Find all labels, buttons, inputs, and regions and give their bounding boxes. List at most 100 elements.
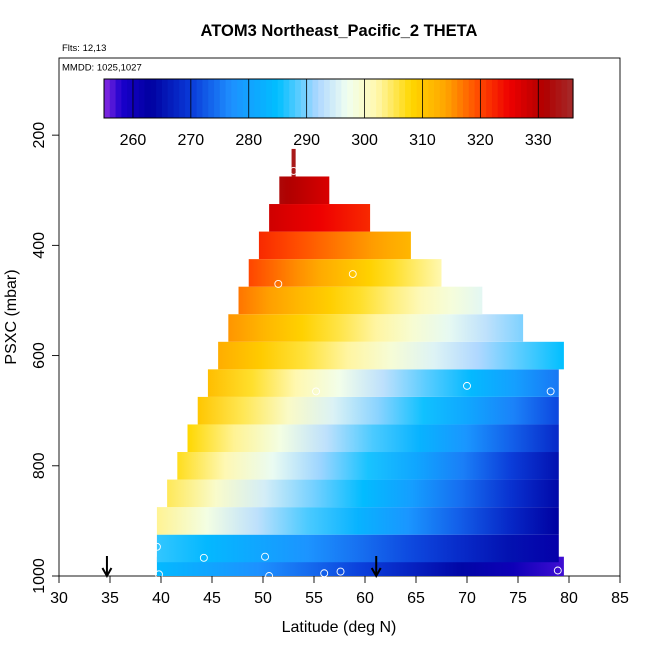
colorbar-cell <box>364 79 371 118</box>
colorbar-cell <box>260 79 267 118</box>
colorbar-cell <box>196 79 204 118</box>
data-point <box>320 569 329 578</box>
y-tick-label: 200 <box>31 122 48 149</box>
x-axis-label: Latitude (deg N) <box>282 619 397 636</box>
heatmap-row <box>238 286 483 315</box>
heatmap-row <box>197 396 559 425</box>
data-point <box>312 387 320 396</box>
x-tick-label: 55 <box>305 590 323 607</box>
data-point <box>348 270 357 278</box>
colorbar-cell <box>237 79 244 118</box>
y-axis: 200 400 600 800 1000 <box>31 122 59 594</box>
colorbar-cell <box>387 79 395 118</box>
colorbar-cell <box>497 79 505 118</box>
down-arrow-icon <box>370 556 382 579</box>
colorbar-tick-label: 330 <box>525 132 552 149</box>
data-point <box>152 542 161 551</box>
colorbar-tick-label: 320 <box>467 132 494 149</box>
colorbar-cell <box>486 79 493 118</box>
colorbar-cell <box>439 79 447 118</box>
colorbar-cell <box>532 79 539 118</box>
colorbar-cell <box>515 79 522 118</box>
heatmap-row <box>228 314 524 342</box>
colorbar-cell <box>416 79 424 118</box>
colorbar-cell <box>324 79 331 118</box>
colorbar-cell <box>248 79 256 118</box>
colorbar-cell <box>393 79 400 118</box>
colorbar-cell <box>405 79 412 118</box>
colorbar-cell <box>144 79 151 118</box>
heatmap-row <box>218 341 564 370</box>
colorbar-cell <box>561 79 568 118</box>
heatmap-row <box>207 369 559 397</box>
data-point <box>265 572 274 580</box>
colorbar-cell <box>121 79 128 118</box>
colorbar-cell <box>109 79 117 118</box>
colorbar-cell <box>480 79 487 118</box>
data-point <box>553 566 562 575</box>
colorbar-cell <box>526 79 534 118</box>
colorbar-cell <box>318 79 325 118</box>
colorbar-cell <box>190 79 198 118</box>
y-axis-label: PSXC (mbar) <box>3 269 20 364</box>
x-tick-label: 75 <box>509 590 527 607</box>
colorbar-cell <box>161 79 169 118</box>
x-tick-label: 70 <box>458 590 476 607</box>
chart-title: ATOM3 Northeast_Pacific_2 THETA <box>201 22 478 40</box>
colorbar-cell <box>289 79 296 118</box>
colorbar-cell <box>503 79 510 118</box>
colorbar-cell <box>219 79 227 118</box>
colorbar-cell <box>428 79 435 118</box>
colorbar-cell <box>127 79 134 118</box>
heatmap-rows <box>156 148 564 576</box>
colorbar-cell <box>283 79 290 118</box>
colorbar-cell <box>347 79 354 118</box>
x-tick-label: 30 <box>50 590 68 607</box>
colorbar-cell <box>185 79 192 118</box>
colorbar-cell <box>312 79 319 118</box>
colorbar-cell <box>381 79 389 118</box>
colorbar-cell <box>300 79 308 118</box>
data-point <box>261 552 269 561</box>
colorbar-cell <box>352 79 360 118</box>
x-tick-label: 60 <box>356 590 374 607</box>
colorbar-cell <box>544 79 551 118</box>
colorbar-tick-label: 290 <box>293 132 320 149</box>
colorbar-cell <box>277 79 285 118</box>
colorbar-cell <box>434 79 441 118</box>
colorbar-cell <box>341 79 348 118</box>
colorbar: 260 270 280 290 300 310 320 330 <box>103 78 574 149</box>
x-axis: 30 35 40 45 50 55 60 65 70 75 80 85 <box>50 576 629 607</box>
flights-label: Flts: 12,13 <box>62 43 106 54</box>
heatmap-row <box>279 176 330 205</box>
colorbar-cell <box>167 79 175 118</box>
colorbar-cell <box>549 79 557 118</box>
colorbar-cell <box>451 79 458 118</box>
dates-label: MMDD: 1025,1027 <box>62 63 142 74</box>
y-tick-label: 600 <box>31 342 48 369</box>
heatmap-row <box>177 452 559 480</box>
colorbar-tick-label: 310 <box>409 132 436 149</box>
colorbar-tick-label: 270 <box>178 132 205 149</box>
colorbar-tick-label: 300 <box>351 132 378 149</box>
colorbar-cell <box>271 79 279 118</box>
colorbar-cell <box>376 79 383 118</box>
colorbar-cell <box>520 79 528 118</box>
colorbar-cell <box>335 79 342 118</box>
colorbar-cell <box>491 79 499 118</box>
data-point <box>289 167 298 175</box>
x-tick-label: 65 <box>407 590 425 607</box>
x-tick-label: 40 <box>152 590 170 607</box>
position-arrows <box>101 556 382 579</box>
colorbar-cell <box>115 79 122 118</box>
y-tick-label: 400 <box>31 232 48 259</box>
heatmap-row <box>258 231 411 260</box>
colorbar-cell <box>474 79 481 118</box>
colorbar-cell <box>509 79 516 118</box>
colorbar-cell <box>410 79 418 118</box>
colorbar-tick-label: 260 <box>120 132 147 149</box>
heatmap-row <box>156 534 559 563</box>
colorbar-cell <box>370 79 377 118</box>
colorbar-cell <box>242 79 250 118</box>
